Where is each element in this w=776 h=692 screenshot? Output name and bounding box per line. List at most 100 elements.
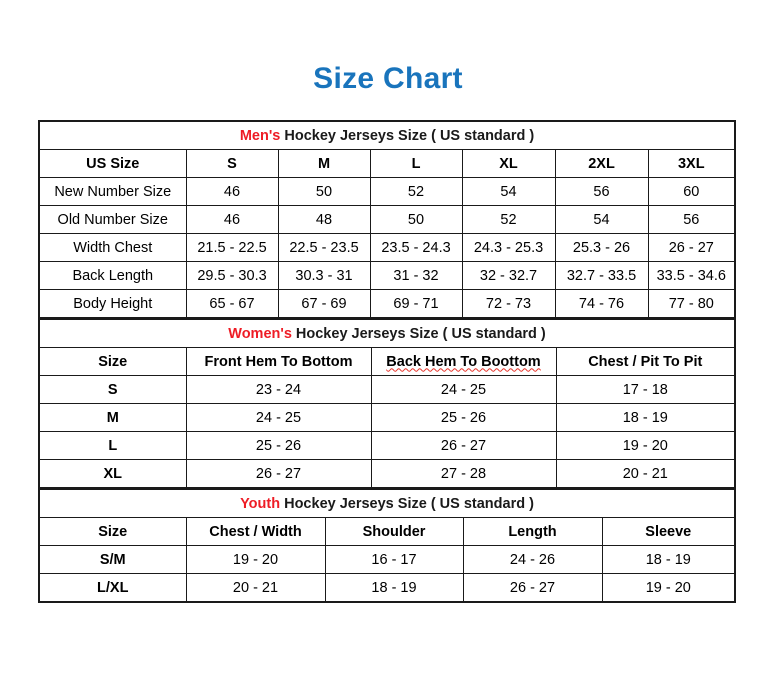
page-title: Size Chart (313, 62, 463, 95)
mens-row-label-0: New Number Size (38, 177, 187, 206)
womens-cell-3-2: 20 - 21 (555, 459, 736, 488)
table-row: Back Length 29.5 - 30.3 30.3 - 31 31 - 3… (38, 261, 736, 290)
mens-cell-1-3: 52 (461, 205, 556, 234)
youth-band-rest: Hockey Jerseys Size ( US standard ) (280, 495, 534, 512)
table-row: M 24 - 25 25 - 26 18 - 19 (38, 403, 736, 432)
table-row: Body Height 65 - 67 67 - 69 69 - 71 72 -… (38, 289, 736, 318)
mens-cell-3-3: 32 - 32.7 (461, 261, 556, 290)
womens-cell-2-0: 25 - 26 (185, 431, 372, 460)
youth-cell-1-0: 20 - 21 (185, 573, 326, 603)
womens-band-rest: Hockey Jerseys Size ( US standard ) (291, 325, 546, 342)
youth-header-row: Size Chest / Width Shoulder Length Sleev… (38, 517, 736, 546)
mens-header-row: US Size S M L XL 2XL 3XL (38, 149, 736, 178)
youth-col-header-0: Size (38, 517, 187, 546)
mens-cell-0-3: 54 (461, 177, 556, 206)
table-row: New Number Size 46 50 52 54 56 60 (38, 177, 736, 206)
womens-cell-1-1: 25 - 26 (370, 403, 557, 432)
mens-cell-1-5: 56 (647, 205, 736, 234)
mens-cell-0-0: 46 (185, 177, 279, 206)
womens-cell-3-1: 27 - 28 (370, 459, 557, 488)
mens-col-header-0: US Size (38, 149, 187, 178)
mens-section-band-row: Men's Hockey Jerseys Size ( US standard … (38, 120, 736, 150)
womens-size-table: Women's Hockey Jerseys Size ( US standar… (38, 318, 737, 488)
mens-row-label-2: Width Chest (38, 233, 187, 262)
womens-cell-0-1: 24 - 25 (370, 375, 557, 404)
mens-cell-1-2: 50 (369, 205, 463, 234)
youth-cell-1-1: 18 - 19 (324, 573, 464, 603)
mens-cell-4-4: 74 - 76 (554, 289, 649, 318)
womens-col-header-0: Size (38, 347, 187, 376)
youth-row-label-0: S/M (38, 545, 187, 574)
youth-col-header-3: Length (462, 517, 603, 546)
youth-size-table: Youth Hockey Jerseys Size ( US standard … (38, 488, 737, 603)
mens-col-header-6: 3XL (647, 149, 736, 178)
mens-cell-4-0: 65 - 67 (185, 289, 279, 318)
youth-col-header-2: Shoulder (324, 517, 464, 546)
mens-cell-1-1: 48 (277, 205, 371, 234)
womens-cell-0-2: 17 - 18 (555, 375, 736, 404)
youth-col-header-4: Sleeve (601, 517, 736, 546)
womens-cell-1-2: 18 - 19 (555, 403, 736, 432)
youth-cell-0-0: 19 - 20 (185, 545, 326, 574)
mens-cell-2-5: 26 - 27 (647, 233, 736, 262)
mens-cell-2-1: 22.5 - 23.5 (277, 233, 371, 262)
mens-band-rest: Hockey Jerseys Size ( US standard ) (280, 127, 535, 144)
table-row: XL 26 - 27 27 - 28 20 - 21 (38, 459, 736, 488)
table-row: Old Number Size 46 48 50 52 54 56 (38, 205, 736, 234)
table-row: L/XL 20 - 21 18 - 19 26 - 27 19 - 20 (38, 573, 736, 603)
mens-col-header-2: M (277, 149, 371, 178)
mens-cell-4-2: 69 - 71 (369, 289, 463, 318)
mens-col-header-4: XL (461, 149, 556, 178)
mens-cell-1-0: 46 (185, 205, 279, 234)
youth-cell-0-3: 18 - 19 (601, 545, 736, 574)
mens-cell-4-3: 72 - 73 (461, 289, 556, 318)
mens-size-table: Men's Hockey Jerseys Size ( US standard … (38, 120, 737, 318)
table-row: S 23 - 24 24 - 25 17 - 18 (38, 375, 736, 404)
womens-col-header-1: Front Hem To Bottom (185, 347, 372, 376)
mens-band-highlight: Men's (239, 127, 281, 144)
womens-col-header-3: Chest / Pit To Pit (555, 347, 736, 376)
mens-cell-4-1: 67 - 69 (277, 289, 371, 318)
table-row: L 25 - 26 26 - 27 19 - 20 (38, 431, 736, 460)
mens-cell-2-0: 21.5 - 22.5 (185, 233, 279, 262)
mens-section-band: Men's Hockey Jerseys Size ( US standard … (38, 120, 736, 150)
size-tables-container: Men's Hockey Jerseys Size ( US standard … (38, 120, 737, 603)
mens-cell-3-0: 29.5 - 30.3 (185, 261, 279, 290)
table-row: S/M 19 - 20 16 - 17 24 - 26 18 - 19 (38, 545, 736, 574)
womens-section-band-row: Women's Hockey Jerseys Size ( US standar… (38, 318, 736, 348)
mens-cell-2-4: 25.3 - 26 (554, 233, 649, 262)
mens-cell-1-4: 54 (554, 205, 649, 234)
youth-cell-0-1: 16 - 17 (324, 545, 464, 574)
mens-cell-4-5: 77 - 80 (647, 289, 736, 318)
youth-col-header-1: Chest / Width (185, 517, 326, 546)
mens-cell-3-2: 31 - 32 (369, 261, 463, 290)
womens-row-label-3: XL (38, 459, 187, 488)
mens-cell-3-5: 33.5 - 34.6 (647, 261, 736, 290)
mens-cell-0-2: 52 (369, 177, 463, 206)
mens-cell-0-5: 60 (647, 177, 736, 206)
youth-row-label-1: L/XL (38, 573, 187, 603)
misspelled-text: Back Hem To Boottom (386, 353, 541, 370)
womens-row-label-0: S (38, 375, 187, 404)
womens-section-band: Women's Hockey Jerseys Size ( US standar… (38, 318, 736, 348)
youth-band-highlight: Youth (240, 495, 281, 512)
youth-cell-1-3: 19 - 20 (601, 573, 736, 603)
mens-cell-3-1: 30.3 - 31 (277, 261, 371, 290)
mens-cell-2-2: 23.5 - 24.3 (369, 233, 463, 262)
mens-col-header-5: 2XL (554, 149, 649, 178)
youth-section-band: Youth Hockey Jerseys Size ( US standard … (38, 488, 736, 518)
youth-section-band-row: Youth Hockey Jerseys Size ( US standard … (38, 488, 736, 518)
womens-cell-2-1: 26 - 27 (370, 431, 557, 460)
womens-row-label-1: M (38, 403, 187, 432)
womens-cell-2-2: 19 - 20 (555, 431, 736, 460)
womens-cell-3-0: 26 - 27 (185, 459, 372, 488)
youth-cell-0-2: 24 - 26 (462, 545, 603, 574)
womens-band-highlight: Women's (228, 325, 292, 342)
mens-cell-0-1: 50 (277, 177, 371, 206)
womens-cell-1-0: 24 - 25 (185, 403, 372, 432)
womens-cell-0-0: 23 - 24 (185, 375, 372, 404)
womens-header-row: Size Front Hem To Bottom Back Hem To Boo… (38, 347, 736, 376)
table-row: Width Chest 21.5 - 22.5 22.5 - 23.5 23.5… (38, 233, 736, 262)
womens-row-label-2: L (38, 431, 187, 460)
